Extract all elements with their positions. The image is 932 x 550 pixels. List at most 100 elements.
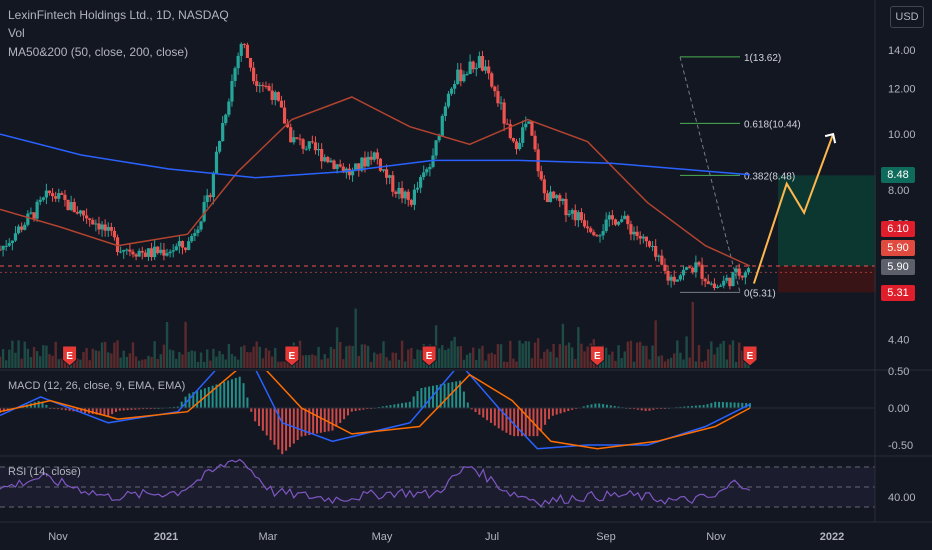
volume-bar [530,358,534,368]
earnings-marker-shape [62,345,78,367]
volume-bar [32,347,36,368]
volume-bar [453,336,456,368]
candle-body [530,121,534,136]
volume-bar [484,360,487,368]
macd-histogram-bar [188,393,191,408]
volume-bar [657,356,660,368]
candle-body [75,212,79,214]
candle-body [579,212,584,221]
volume-bar [258,346,261,368]
volume-bar [536,338,540,368]
macd-histogram-bar [238,376,241,408]
volume-bar [11,340,14,368]
macd-histogram-bar [296,408,299,441]
candle-body [109,226,113,231]
candle-body [703,278,707,282]
macd-histogram-bar [335,408,338,427]
candle-body [236,55,240,69]
candle-body [224,114,228,124]
candle-body [743,272,747,278]
candle-body [388,175,392,178]
macd-histogram-bar [509,408,512,436]
candle-body [217,141,222,152]
candle-body [310,141,314,143]
volume-bar [283,361,286,368]
volume-bar [339,341,342,368]
macd-histogram-bar [718,401,721,408]
candle-body [706,281,710,285]
volume-bar [645,345,648,368]
macd-histogram-bar [528,408,531,437]
macd-histogram-bar [250,408,253,412]
macd-histogram-bar [474,408,477,413]
candle-body [644,236,648,242]
candle-body [360,157,364,171]
candle-body [684,267,689,270]
candle-body [650,245,655,247]
macd-histogram-bar [304,408,307,436]
projection-arrowhead [824,132,837,144]
volume-bar [76,358,79,368]
volume-bar [4,360,8,368]
candle-body [187,241,191,250]
currency-button[interactable]: USD [890,6,924,28]
candle-body [239,43,243,56]
candle-body [227,101,231,115]
volume-bar [604,347,608,368]
volume-bar [218,351,221,368]
candle-body [261,85,265,87]
macd-histogram-bar [412,396,415,408]
candle-body [672,276,676,282]
macd-histogram-bar [80,408,83,413]
volume-bar [413,359,416,368]
volume-bar [193,351,197,368]
volume-bar [691,301,694,368]
volume-bar [725,359,729,368]
macd-histogram-bar [358,408,361,411]
volume-bar [137,360,141,368]
macd-histogram-bar [486,408,489,421]
candle-body [394,191,398,194]
volume-bar [202,361,206,368]
macd-axis-tick: 0.00 [888,403,909,415]
volume-bar [549,351,552,368]
rsi-axis-tick: 40.00 [888,492,916,504]
macd-histogram-bar [428,386,431,408]
time-axis-tick: May [372,531,393,543]
macd-histogram-bar [312,408,315,435]
candle-body [4,245,8,247]
macd-histogram-bar [397,403,400,408]
candle-body [357,163,361,171]
candle-body [54,196,58,199]
volume-bar [369,361,373,368]
volume-bar [147,355,150,368]
candle-body [456,69,460,85]
candle-body [119,251,123,253]
volume-bar [524,341,527,368]
macd-histogram-bar [0,408,1,413]
volume-bar [190,350,193,368]
volume-bar [0,356,2,368]
candle-body [106,226,110,231]
macd-histogram-bar [285,408,288,451]
macd-histogram-bar [741,402,744,408]
macd-label: MACD (12, 26, close, 9, EMA, EMA) [8,380,186,392]
earnings-marker-shape [742,345,758,367]
candle-body [97,223,101,230]
macd-histogram-bar [408,401,411,408]
time-axis-tick: Nov [706,531,726,543]
ma-label: MA50&200 (50, close, 200, close) [8,45,189,59]
volume-bar [311,354,314,368]
candle-body [63,194,67,200]
volume-bar [626,341,630,368]
macd-signal-line [0,371,751,450]
volume-bar [552,343,555,368]
volume-bar [688,357,691,368]
volume-bar [354,308,357,368]
stop-zone [778,266,876,293]
macd-histogram-bar [172,406,175,408]
price-axis-tick: 10.00 [888,129,916,141]
candle-body [740,275,744,278]
